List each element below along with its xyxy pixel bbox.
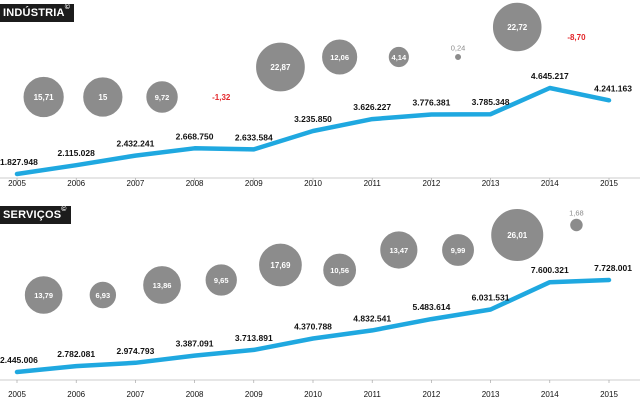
industria-negative-growth-label: -1,32 bbox=[212, 93, 231, 102]
industria-value-label: 4.241.163 bbox=[594, 83, 632, 93]
industria-value-label: 4.645.217 bbox=[531, 71, 569, 81]
servicos-value-label: 5.483.614 bbox=[412, 302, 450, 312]
servicos-year-label: 2009 bbox=[245, 390, 263, 399]
servicos-year-label: 2005 bbox=[8, 390, 26, 399]
servicos-growth-label: 6,93 bbox=[96, 291, 111, 300]
servicos-year-label: 2006 bbox=[67, 390, 85, 399]
industria-value-label: 2.633.584 bbox=[235, 132, 273, 142]
industria-year-label: 2011 bbox=[364, 179, 382, 188]
servicos-year-label: 2010 bbox=[304, 390, 322, 399]
servicos-growth-bubble bbox=[569, 217, 584, 233]
servicos-year-label: 2014 bbox=[541, 390, 559, 399]
industria-growth-label: 4,14 bbox=[392, 53, 407, 62]
servicos-growth-label: 10,56 bbox=[330, 266, 349, 275]
industria-growth-label: 9,72 bbox=[155, 93, 170, 102]
servicos-growth-bubble bbox=[379, 230, 419, 270]
servicos-growth-bubble bbox=[88, 280, 118, 310]
servicos-growth-bubble bbox=[322, 252, 358, 288]
industria-growth-bubble bbox=[491, 1, 543, 53]
industria-value-label: 3.235.850 bbox=[294, 114, 332, 124]
industria-growth-label: 15,71 bbox=[34, 93, 55, 102]
industria-year-label: 2012 bbox=[423, 179, 441, 188]
industria-growth-bubble bbox=[82, 76, 124, 118]
servicos-growth-bubble bbox=[204, 263, 238, 297]
servicos-growth-label: 9,65 bbox=[214, 276, 229, 285]
industria-value-label: 2.668.750 bbox=[176, 131, 214, 141]
servicos-series-line bbox=[14, 277, 612, 375]
industria-year-label: 2015 bbox=[600, 179, 618, 188]
industria-value-label: 2.115.028 bbox=[58, 148, 96, 158]
industria-value-label: 3.626.227 bbox=[353, 102, 391, 112]
servicos-growth-label: 17,69 bbox=[270, 261, 291, 270]
servicos-title: SERVIÇOS© bbox=[0, 206, 71, 224]
industria-value-label: 3.785.348 bbox=[472, 97, 510, 107]
industria-year-label: 2010 bbox=[304, 179, 322, 188]
industria-growth-bubble bbox=[454, 53, 463, 61]
servicos-growth-label: 13,86 bbox=[153, 281, 172, 290]
servicos-growth-label: 13,79 bbox=[34, 291, 53, 300]
industria-growth-bubble bbox=[321, 38, 359, 76]
servicos-growth-bubble bbox=[441, 233, 475, 267]
industria-growth-label: 12,06 bbox=[330, 53, 349, 62]
servicos-growth-bubble bbox=[490, 207, 545, 263]
industria-negative-growth-label: -8,70 bbox=[567, 33, 586, 42]
industria-growth-bubble bbox=[255, 41, 306, 93]
industria-year-label: 2007 bbox=[127, 179, 145, 188]
industria-title: INDÚSTRIA© bbox=[0, 4, 75, 22]
servicos-value-label: 7.728.001 bbox=[594, 263, 632, 273]
industria-value-label: 2.432.241 bbox=[116, 139, 154, 149]
servicos-year-label: 2013 bbox=[482, 390, 500, 399]
servicos-value-label: 7.600.321 bbox=[531, 265, 569, 275]
servicos-value-label: 2.445.006 bbox=[0, 355, 38, 365]
industria-growth-label: 0,24 bbox=[451, 44, 466, 53]
industria-year-label: 2009 bbox=[245, 179, 263, 188]
servicos-growth-bubble bbox=[258, 242, 303, 288]
industria-series-line bbox=[14, 85, 612, 177]
industria-year-label: 2008 bbox=[186, 179, 204, 188]
servicos-growth-label: 13,47 bbox=[389, 246, 408, 255]
servicos-growth-label: 9,99 bbox=[451, 246, 466, 255]
industria-value-label: 1.827.948 bbox=[0, 157, 38, 167]
servicos-growth-label: 1,68 bbox=[569, 208, 584, 217]
industria-growth-bubble bbox=[387, 45, 410, 69]
servicos-value-label: 2.782.081 bbox=[57, 349, 95, 359]
servicos-year-label: 2011 bbox=[364, 390, 382, 399]
industria-year-label: 2014 bbox=[541, 179, 559, 188]
industria-growth-label: 22,72 bbox=[507, 23, 528, 32]
servicos-growth-bubble bbox=[142, 265, 182, 305]
servicos-year-label: 2012 bbox=[423, 390, 441, 399]
servicos-value-label: 4.370.788 bbox=[294, 321, 332, 331]
industria-year-label: 2013 bbox=[482, 179, 500, 188]
servicos-value-label: 3.713.891 bbox=[235, 333, 273, 343]
servicos-value-label: 3.387.091 bbox=[176, 339, 214, 349]
servicos-growth-bubble bbox=[23, 275, 64, 315]
industria-growth-label: 15 bbox=[98, 93, 107, 102]
industria-value-label: 3.776.381 bbox=[412, 98, 450, 108]
servicos-year-label: 2015 bbox=[600, 390, 618, 399]
industria-year-label: 2005 bbox=[8, 179, 26, 188]
servicos-year-label: 2007 bbox=[127, 390, 145, 399]
servicos-growth-label: 26,01 bbox=[507, 231, 528, 240]
servicos-value-label: 6.031.531 bbox=[472, 293, 510, 303]
industria-growth-bubble bbox=[145, 80, 179, 114]
industria-growth-bubble bbox=[22, 75, 65, 119]
servicos-year-label: 2008 bbox=[186, 390, 204, 399]
industria-year-label: 2006 bbox=[67, 179, 85, 188]
servicos-value-label: 2.974.793 bbox=[116, 346, 154, 356]
servicos-value-label: 4.832.541 bbox=[353, 313, 391, 323]
industria-growth-label: 22,87 bbox=[270, 63, 291, 72]
